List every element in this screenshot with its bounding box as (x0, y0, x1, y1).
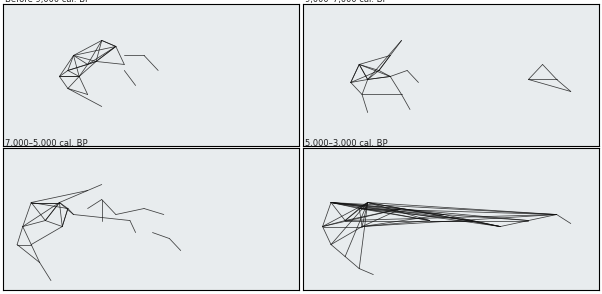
Text: 7,000–5,000 cal. BP: 7,000–5,000 cal. BP (5, 138, 87, 148)
Text: 9,000–7,000 cal. BP: 9,000–7,000 cal. BP (305, 0, 387, 4)
Text: 5,000–3,000 cal. BP: 5,000–3,000 cal. BP (305, 138, 387, 148)
Text: Before 9,000 cal. BP: Before 9,000 cal. BP (5, 0, 90, 4)
